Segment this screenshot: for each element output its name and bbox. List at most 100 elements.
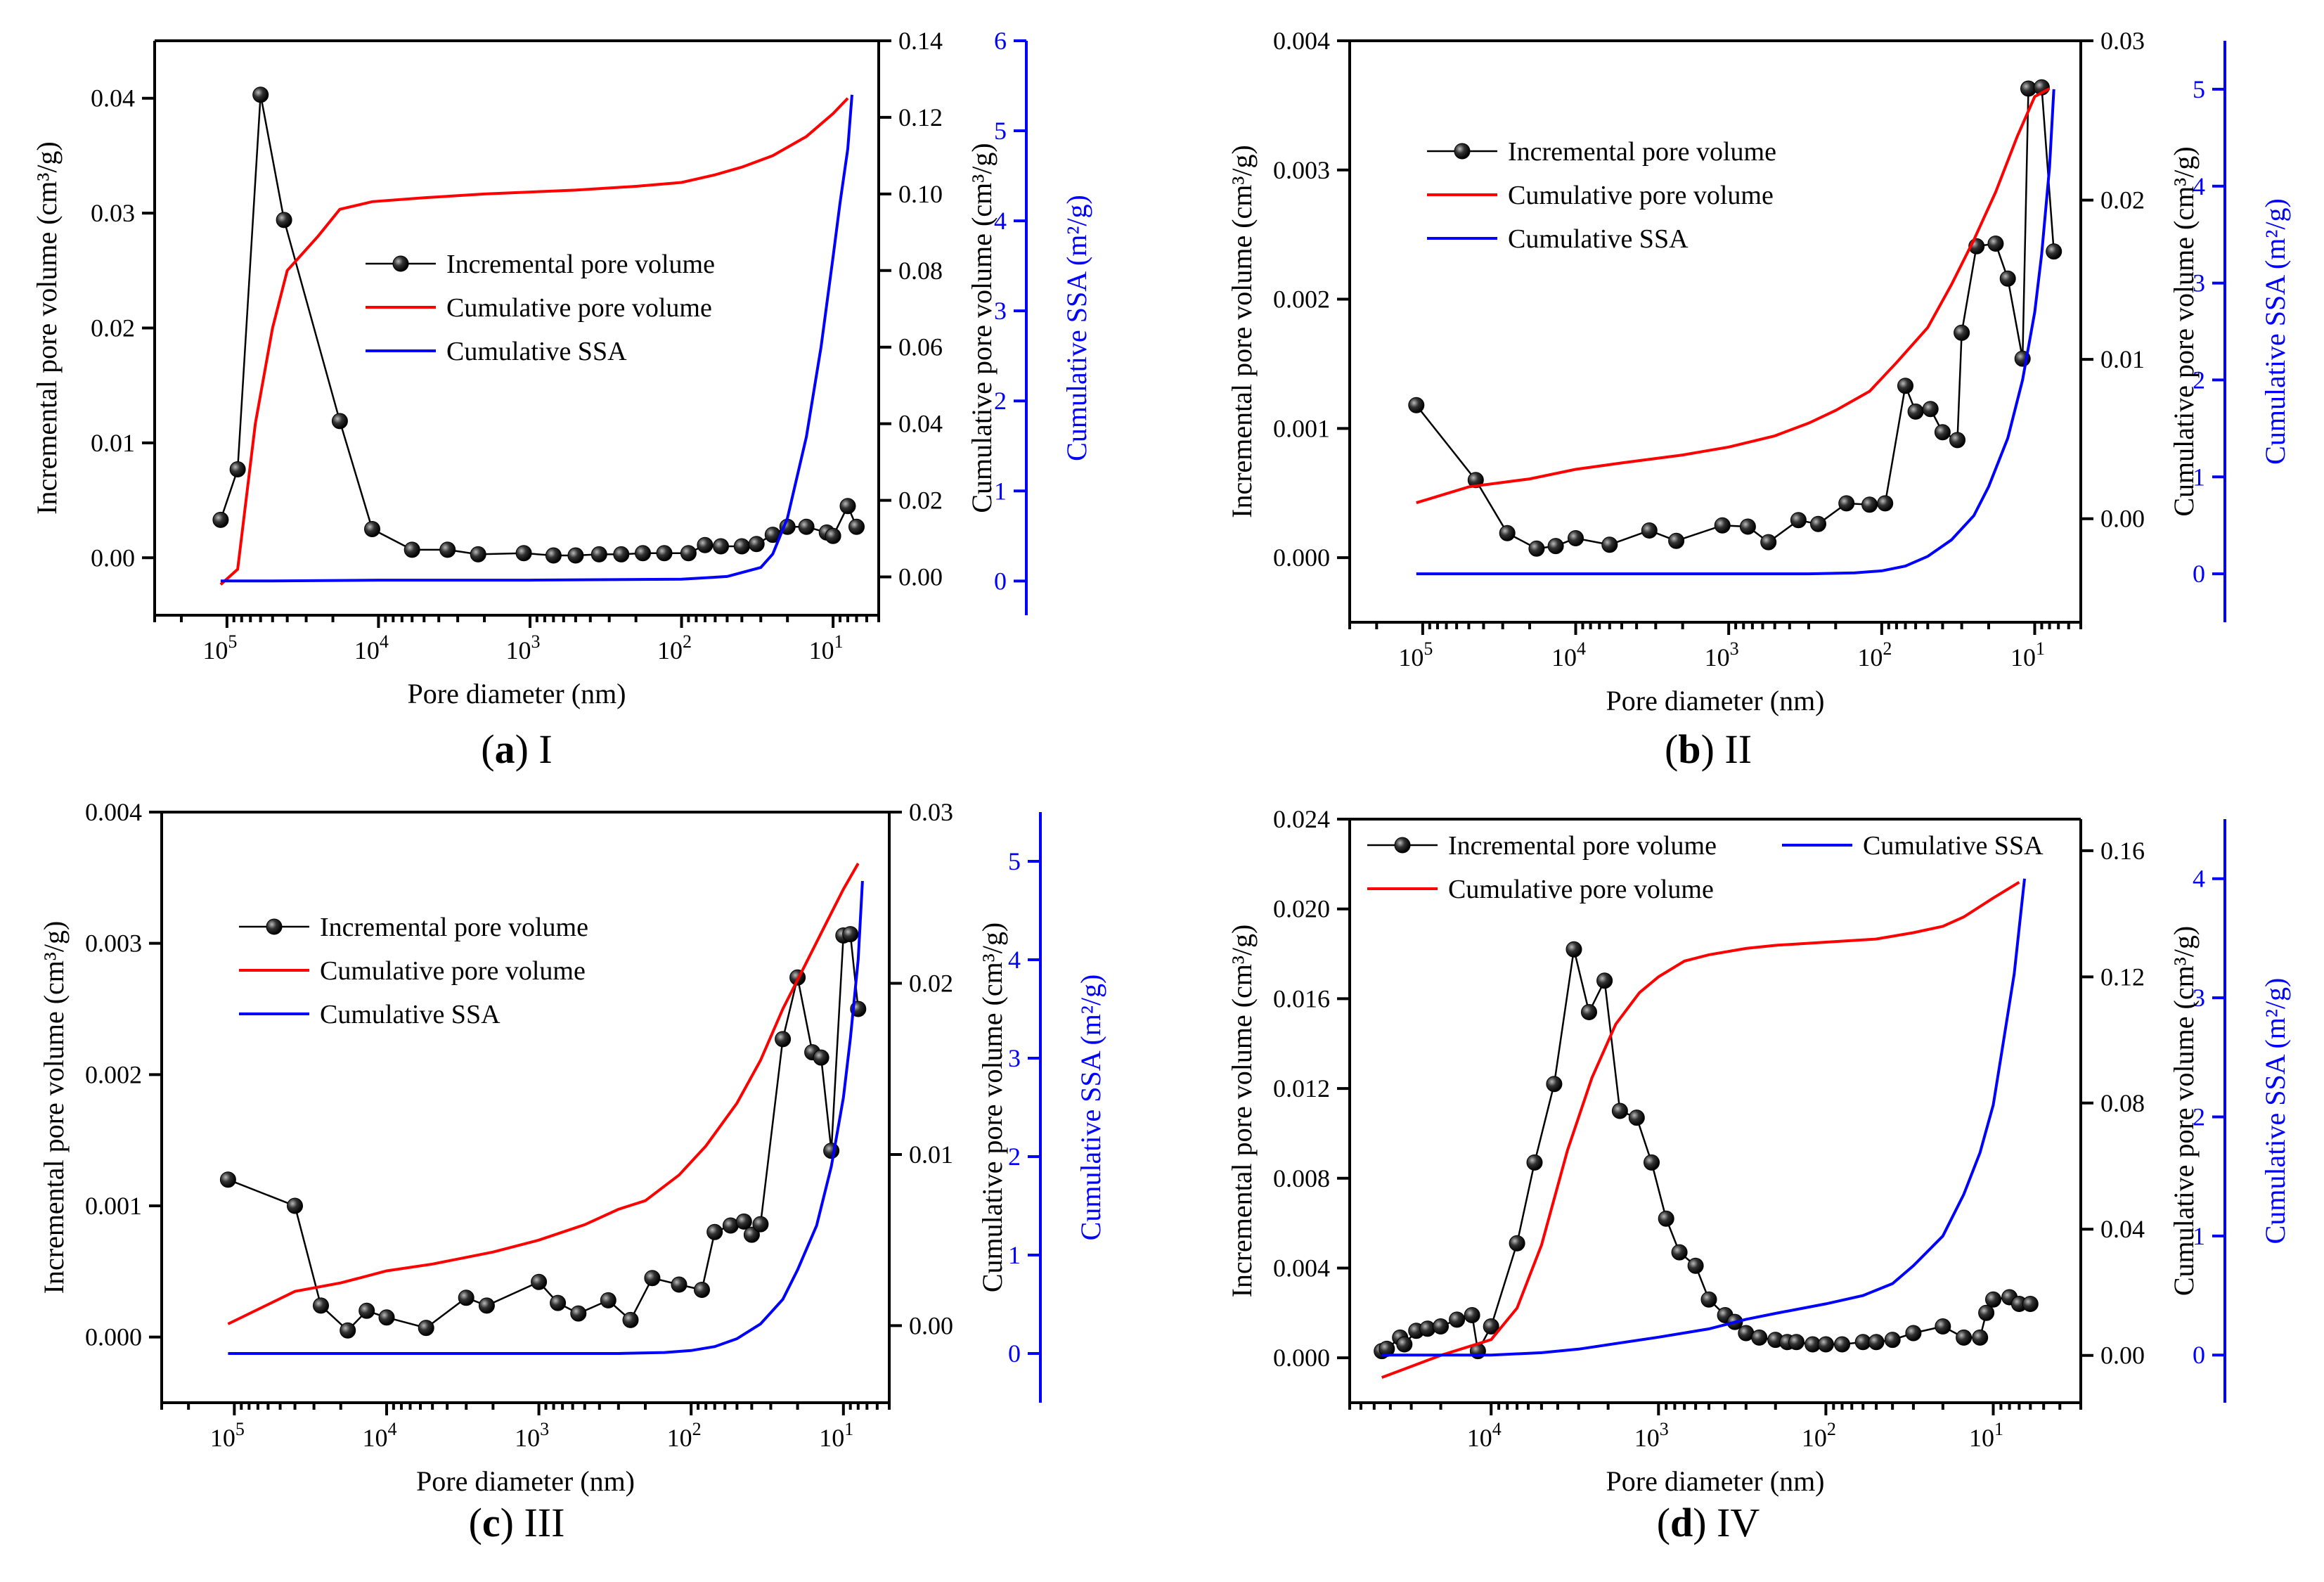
y-axis-label: Incremental pore volume (cm³/g) <box>38 921 70 1294</box>
x-tick-exponent: 2 <box>692 1419 702 1439</box>
legend: Incremental pore volume Cumulative pore v… <box>239 913 588 1029</box>
x-tick-exponent: 5 <box>235 1419 245 1439</box>
y2-tick-label: 0.16 <box>2100 837 2145 865</box>
y-axis-label: Incremental pore volume (cm³/g) <box>31 141 63 515</box>
incremental-pore-volume-point <box>848 518 865 535</box>
y3-tick-label: 6 <box>994 27 1007 55</box>
x-tick-exponent: 1 <box>1994 1419 2003 1439</box>
y3-tick-label: 0 <box>1008 1339 1021 1368</box>
caption-letter: b <box>1678 726 1700 772</box>
incremental-pore-volume-point <box>1658 1210 1674 1227</box>
y-axis-label: Incremental pore volume (cm³/g) <box>1226 925 1258 1298</box>
legend-label-incremental-pore-volume: Incremental pore volume <box>1508 137 1776 167</box>
incremental-pore-volume-point <box>713 538 729 555</box>
y2-tick-label: 0.04 <box>898 410 943 438</box>
incremental-pore-volume-point <box>1922 401 1939 418</box>
panel-d: 104 103 102 1010.0000.0040.0080.0120.0160.0… <box>1226 805 2291 1545</box>
y2-tick-label: 0.12 <box>2100 963 2145 991</box>
y3-tick-label: 1 <box>2193 463 2205 491</box>
legend: Incremental pore volume Cumulative pore v… <box>366 250 715 366</box>
incremental-pore-volume-point <box>404 541 420 558</box>
x-tick-label: 105 <box>1398 638 1433 671</box>
incremental-pore-volume-point <box>478 1297 495 1314</box>
x-tick-label: 104 <box>1467 1419 1502 1452</box>
y3-tick-label: 5 <box>2193 75 2205 103</box>
legend-marker-incremental-pore-volume <box>392 255 409 272</box>
incremental-pore-volume-point <box>752 1216 769 1233</box>
y-tick-label: 0.003 <box>1273 156 1330 184</box>
legend-marker-incremental-pore-volume <box>266 918 283 935</box>
incremental-pore-volume-point <box>1907 403 1924 420</box>
incremental-pore-volume-point <box>813 1049 829 1066</box>
y-tick-label: 0.04 <box>91 84 135 112</box>
incremental-pore-volume-point <box>1581 1004 1597 1020</box>
x-tick-exponent: 4 <box>380 631 389 652</box>
panel-c: 105 104 103 102 1010.0000.0010.0020.0030.004… <box>38 798 1106 1545</box>
incremental-pore-volume-point <box>1868 1334 1885 1351</box>
y2-tick-label: 0.08 <box>898 257 943 285</box>
y2-tick-label: 0.01 <box>909 1140 953 1169</box>
incremental-pore-volume-point <box>1528 540 1545 557</box>
incremental-pore-volume-point <box>1641 522 1658 539</box>
x-tick-label: 103 <box>505 631 540 664</box>
y-tick-label: 0.002 <box>1273 285 1330 314</box>
incremental-pore-volume-point <box>331 413 348 430</box>
incremental-pore-volume-point <box>635 545 651 562</box>
incremental-pore-volume-point <box>656 545 673 562</box>
incremental-pore-volume-point <box>1628 1110 1645 1126</box>
y3-tick-label: 4 <box>2193 172 2205 200</box>
y3-tick-label: 0 <box>2193 560 2205 588</box>
cumulative-ssa-line <box>220 94 853 583</box>
cumulative-ssa-line <box>1416 89 2055 576</box>
x-tick-label: 101 <box>819 1419 853 1452</box>
x-tick-exponent: 4 <box>1577 638 1586 659</box>
y3-tick-label: 4 <box>1008 946 1021 974</box>
incremental-pore-volume-point <box>1985 1291 2001 1308</box>
y2-tick-label: 0.03 <box>909 798 953 826</box>
incremental-pore-volume-point <box>364 521 380 537</box>
y-tick-label: 0.01 <box>91 429 135 457</box>
incremental-pore-volume-point <box>1972 1329 1989 1346</box>
incremental-pore-volume-point <box>622 1311 639 1328</box>
cumulative-ssa-line <box>228 880 864 1355</box>
incremental-pore-volume-point <box>570 1305 587 1322</box>
y3-axis-label: Cumulative SSA (m²/g) <box>1061 195 1092 461</box>
incremental-pore-volume-point <box>313 1297 329 1314</box>
y2-tick-label: 0.12 <box>898 103 943 131</box>
y3-tick-label: 2 <box>1008 1143 1021 1171</box>
incremental-pore-volume-point <box>378 1309 395 1326</box>
legend-label-incremental-pore-volume: Incremental pore volume <box>446 250 715 279</box>
incremental-pore-volume-point <box>1810 515 1826 532</box>
incremental-pore-volume-point <box>2022 1296 2039 1312</box>
x-tick-label: 102 <box>667 1419 702 1452</box>
incremental-pore-volume-point <box>1838 495 1855 512</box>
incremental-pore-volume-point <box>531 1273 548 1290</box>
incremental-pore-volume-point <box>2046 243 2062 260</box>
x-axis-label: Pore diameter (nm) <box>416 1465 635 1497</box>
incremental-pore-volume-point <box>825 527 841 544</box>
incremental-pore-volume-point <box>1671 1244 1688 1261</box>
x-tick-exponent: 3 <box>540 1419 549 1439</box>
y-tick-label: 0.004 <box>1273 1254 1330 1282</box>
y2-tick-label: 0.01 <box>2100 345 2145 373</box>
incremental-pore-volume-point <box>1601 536 1618 553</box>
legend-label-cumulative-ssa: Cumulative SSA <box>446 337 627 366</box>
legend-label-cumulative-pore-volume: Cumulative pore volume <box>1448 875 1714 904</box>
legend-marker-incremental-pore-volume <box>1454 143 1471 160</box>
y-tick-label: 0.001 <box>85 1192 142 1220</box>
x-tick-label: 103 <box>1634 1419 1669 1452</box>
legend-label-cumulative-ssa: Cumulative SSA <box>320 1000 501 1029</box>
incremental-pore-volume-point <box>1905 1325 1922 1342</box>
incremental-pore-volume-point <box>842 926 859 943</box>
caption-label: III <box>524 1500 564 1545</box>
incremental-pore-volume-point <box>1760 534 1777 551</box>
x-tick-label: 103 <box>1705 638 1739 671</box>
incremental-pore-volume-point <box>515 545 532 562</box>
y3-tick-label: 4 <box>994 207 1007 235</box>
incremental-pore-volume-line <box>219 94 858 557</box>
y-tick-label: 0.012 <box>1273 1074 1330 1102</box>
y3-tick-label: 1 <box>994 477 1007 505</box>
x-tick-exponent: 2 <box>1883 638 1892 659</box>
incremental-pore-volume-point <box>287 1197 303 1214</box>
y2-tick-label: 0.08 <box>2100 1089 2145 1117</box>
